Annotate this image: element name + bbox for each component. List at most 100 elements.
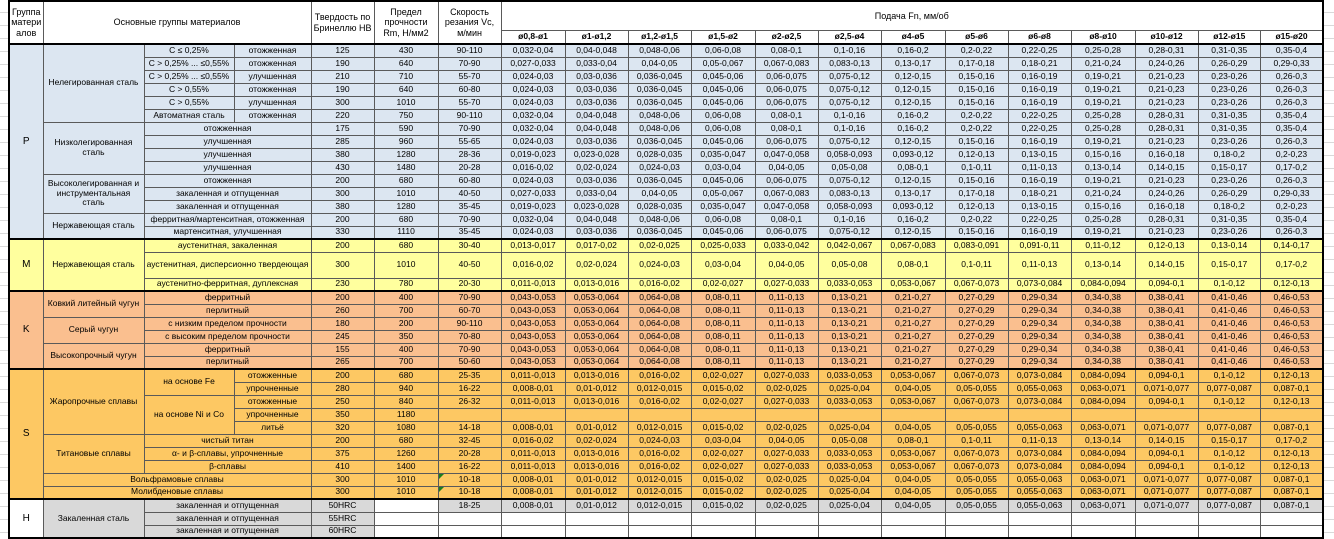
feed-cell[interactable]: 0,053-0,064 — [564, 342, 629, 357]
feed-cell[interactable]: 0,071-0,077 — [1134, 472, 1199, 487]
feed-cell[interactable]: 0,011-0,013 — [500, 277, 566, 292]
feed-cell[interactable]: 0,071-0,077 — [1134, 485, 1199, 500]
feed-cell[interactable] — [944, 511, 1009, 526]
feed-cell[interactable]: 0,18-0,2 — [1197, 147, 1262, 162]
feed-cell[interactable]: 0,016-0,02 — [627, 394, 692, 409]
feed-cell[interactable]: 0,11-0,13 — [754, 342, 819, 357]
feed-cell[interactable]: 0,033-0,053 — [817, 446, 882, 461]
feed-cell[interactable]: 0,08-0,1 — [880, 433, 946, 448]
material-subtype-cell[interactable]: Автоматная сталь — [143, 108, 235, 123]
feed-cell[interactable]: 0,075-0,12 — [817, 82, 882, 97]
feed-cell[interactable]: 0,05-0,055 — [944, 381, 1009, 396]
hardness-cell[interactable]: 300 — [310, 251, 375, 279]
feed-cell[interactable]: 0,063-0,071 — [1070, 498, 1136, 513]
feed-cell[interactable]: 0,1-0,16 — [817, 212, 882, 227]
feed-cell[interactable]: 0,28-0,31 — [1134, 108, 1199, 123]
cutting-speed-cell[interactable]: 60-80 — [437, 173, 502, 188]
hardness-cell[interactable]: 380 — [310, 199, 375, 214]
feed-cell[interactable]: 0,053-0,067 — [880, 277, 946, 292]
hardness-cell[interactable]: 380 — [310, 147, 375, 162]
feed-cell[interactable]: 0,025-0,04 — [817, 420, 882, 435]
feed-cell[interactable]: 0,055-0,063 — [1007, 420, 1072, 435]
material-condition-cell[interactable]: с высоким пределом прочности — [143, 329, 312, 344]
cutting-speed-cell[interactable]: 10-18 — [437, 485, 502, 500]
feed-cell[interactable]: 0,011-0,013 — [500, 446, 566, 461]
feed-cell[interactable]: 0,46-0,53 — [1260, 316, 1324, 331]
diameter-col-header[interactable]: ø0,8-ø1 — [500, 30, 566, 45]
feed-cell[interactable]: 0,033-0,053 — [817, 277, 882, 292]
feed-cell[interactable]: 0,24-0,26 — [1134, 186, 1199, 201]
feed-cell[interactable]: 0,04-0,05 — [627, 56, 692, 71]
feed-cell[interactable]: 0,011-0,013 — [500, 368, 566, 383]
feed-cell[interactable]: 0,35-0,4 — [1260, 121, 1324, 136]
feed-cell[interactable]: 0,12-0,15 — [880, 69, 946, 84]
feed-cell[interactable]: 0,08-0,11 — [690, 290, 756, 305]
feed-cell[interactable]: 0,071-0,077 — [1134, 420, 1199, 435]
feed-cell[interactable]: 0,26-0,3 — [1260, 82, 1324, 97]
feed-cell[interactable]: 0,011-0,013 — [500, 459, 566, 474]
feed-cell[interactable]: 0,25-0,28 — [1070, 108, 1136, 123]
feed-cell[interactable]: 0,04-0,05 — [754, 433, 819, 448]
feed-cell[interactable]: 0,02-0,025 — [754, 381, 819, 396]
feed-cell[interactable]: 0,053-0,064 — [564, 355, 629, 370]
feed-cell[interactable]: 0,21-0,23 — [1134, 225, 1199, 240]
feed-cell[interactable]: 0,091-0,11 — [1007, 238, 1072, 253]
feed-cell[interactable]: 0,13-0,21 — [817, 355, 882, 370]
feed-cell[interactable]: 0,04-0,05 — [880, 498, 946, 513]
feed-cell[interactable]: 0,11-0,13 — [1007, 433, 1072, 448]
feed-cell[interactable]: 0,071-0,077 — [1134, 381, 1199, 396]
feed-cell[interactable]: 0,2-0,22 — [944, 121, 1009, 136]
feed-cell[interactable]: 0,08-0,1 — [880, 160, 946, 175]
feed-cell[interactable]: 0,053-0,064 — [564, 316, 629, 331]
feed-cell[interactable]: 0,008-0,01 — [500, 381, 566, 396]
feed-cell[interactable]: 0,11-0,13 — [754, 290, 819, 305]
material-condition-cell[interactable]: закаленная и отпущенная — [143, 498, 312, 513]
feed-cell[interactable]: 0,075-0,12 — [817, 69, 882, 84]
material-subtype-cell[interactable]: на основе Fe — [143, 368, 235, 396]
feed-cell[interactable]: 0,41-0,46 — [1197, 329, 1262, 344]
feed-cell[interactable]: 0,064-0,08 — [627, 316, 692, 331]
feed-cell[interactable]: 0,013-0,016 — [564, 446, 629, 461]
feed-cell[interactable]: 0,22-0,25 — [1007, 108, 1072, 123]
material-condition-cell[interactable]: аустенитная, дисперсионно твердеющая — [143, 251, 312, 279]
feed-cell[interactable]: 0,27-0,29 — [944, 290, 1009, 305]
cutting-speed-cell[interactable]: 10-18 — [437, 472, 502, 487]
diameter-col-header[interactable]: ø6-ø8 — [1007, 30, 1072, 45]
feed-cell[interactable] — [754, 407, 819, 422]
feed-cell[interactable] — [880, 511, 946, 526]
feed-cell[interactable]: 0,04-0,048 — [564, 121, 629, 136]
tensile-strength-cell[interactable] — [373, 524, 439, 539]
feed-cell[interactable]: 0,04-0,05 — [754, 251, 819, 279]
feed-cell[interactable]: 0,055-0,063 — [1007, 381, 1072, 396]
feed-cell[interactable]: 0,027-0,033 — [754, 368, 819, 383]
hardness-cell[interactable]: 300 — [310, 485, 375, 500]
material-condition-cell[interactable]: отожженная — [143, 173, 312, 188]
cutting-speed-cell[interactable]: 70-90 — [437, 56, 502, 71]
feed-cell[interactable]: 0,084-0,094 — [1070, 394, 1136, 409]
feed-cell[interactable] — [564, 524, 629, 539]
feed-cell[interactable]: 0,05-0,08 — [817, 251, 882, 279]
feed-cell[interactable]: 0,063-0,071 — [1070, 472, 1136, 487]
feed-cell[interactable] — [1134, 524, 1199, 539]
feed-cell[interactable]: 0,03-0,04 — [690, 251, 756, 279]
feed-cell[interactable]: 0,025-0,04 — [817, 485, 882, 500]
feed-cell[interactable] — [690, 407, 756, 422]
cutting-speed-cell[interactable]: 60-70 — [437, 303, 502, 318]
feed-cell[interactable] — [1260, 407, 1324, 422]
feed-cell[interactable]: 0,02-0,027 — [690, 277, 756, 292]
feed-cell[interactable]: 0,02-0,027 — [690, 394, 756, 409]
feed-cell[interactable]: 0,22-0,25 — [1007, 43, 1072, 58]
feed-cell[interactable]: 0,015-0,02 — [690, 420, 756, 435]
hardness-cell[interactable]: 260 — [310, 303, 375, 318]
tensile-strength-cell[interactable]: 680 — [373, 368, 439, 383]
cutting-speed-cell[interactable]: 28-36 — [437, 147, 502, 162]
cutting-speed-cell[interactable]: 14-18 — [437, 420, 502, 435]
feed-cell[interactable]: 0,18-0,21 — [1007, 56, 1072, 71]
feed-cell[interactable]: 0,1-0,16 — [817, 108, 882, 123]
feed-cell[interactable] — [1197, 407, 1262, 422]
material-family-cell[interactable]: Закаленная сталь — [42, 498, 145, 539]
feed-cell[interactable]: 0,15-0,16 — [944, 82, 1009, 97]
tensile-strength-cell[interactable]: 680 — [373, 433, 439, 448]
feed-cell[interactable]: 0,06-0,075 — [754, 134, 819, 149]
feed-cell[interactable]: 0,1-0,12 — [1197, 459, 1262, 474]
